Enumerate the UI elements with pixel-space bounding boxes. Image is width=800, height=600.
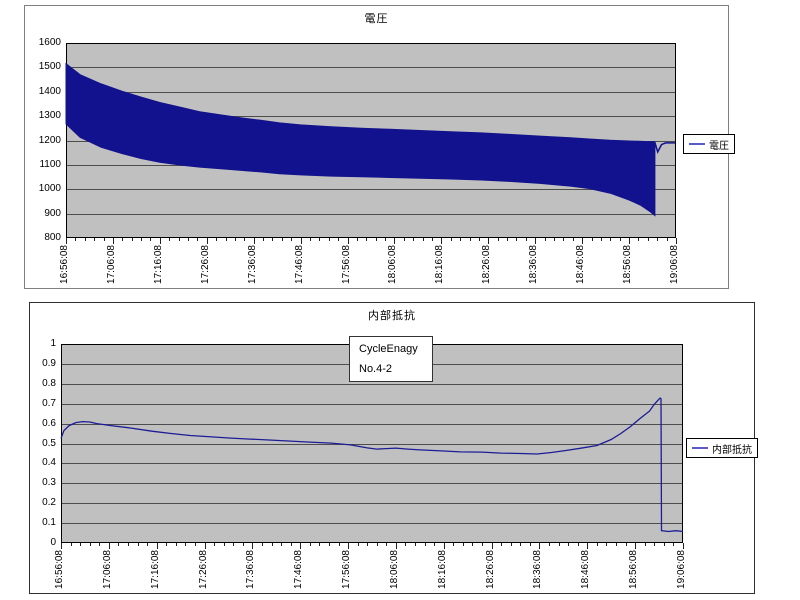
internal-resistance-chart: 内部抵抗 CycleEnagy No.4-2 内部抵抗 1 0.9 0.8 0.7 0.… bbox=[29, 302, 758, 594]
x-tick-label: 19:06:08 bbox=[669, 245, 680, 284]
x-tick-label: 18:56:08 bbox=[622, 245, 634, 284]
x-tick-label: 17:36:08 bbox=[246, 245, 258, 284]
legend: 電圧 bbox=[683, 134, 735, 154]
y-tick-label: 1600 bbox=[38, 37, 61, 48]
x-tick-label: 16:56:08 bbox=[54, 550, 65, 589]
x-tick-label: 18:36:08 bbox=[532, 550, 544, 589]
y-tick-label: 800 bbox=[44, 232, 61, 243]
x-tick-label: 18:46:08 bbox=[580, 550, 592, 589]
legend-line-icon bbox=[689, 143, 705, 145]
legend-label: 電圧 bbox=[709, 140, 729, 152]
y-tick-label: 1500 bbox=[38, 61, 61, 73]
x-tick-label: 17:16:08 bbox=[149, 550, 161, 589]
y-tick-label: 0.2 bbox=[42, 497, 56, 509]
y-tick-label: 1400 bbox=[38, 85, 61, 97]
annotation-line-1: CycleEnagy bbox=[359, 343, 418, 355]
y-tick-label: 0.1 bbox=[42, 517, 56, 529]
y-tick-label: 900 bbox=[44, 207, 61, 219]
x-tick-label: 17:46:08 bbox=[293, 245, 305, 284]
y-tick-label: 1 bbox=[50, 338, 56, 349]
x-tick-label: 17:26:08 bbox=[199, 245, 211, 284]
voltage-plot-svg bbox=[65, 43, 677, 244]
x-tick-label: 18:16:08 bbox=[436, 550, 448, 589]
y-tick-label: 1100 bbox=[39, 158, 61, 170]
plot-area bbox=[65, 43, 677, 244]
x-tick-label: 18:26:08 bbox=[481, 245, 493, 284]
x-tick-label: 18:46:08 bbox=[575, 245, 587, 284]
x-tick-label: 18:16:08 bbox=[434, 245, 446, 284]
x-tick-label: 17:56:08 bbox=[340, 245, 352, 284]
x-tick-label: 17:36:08 bbox=[245, 550, 257, 589]
y-tick-label: 0.8 bbox=[42, 377, 56, 389]
legend-line-icon bbox=[692, 447, 708, 449]
x-tick-label: 16:56:08 bbox=[59, 245, 70, 284]
x-tick-label: 18:06:08 bbox=[387, 245, 399, 284]
x-tick-label: 18:56:08 bbox=[628, 550, 640, 589]
x-tick-label: 17:26:08 bbox=[197, 550, 209, 589]
x-tick-label: 18:26:08 bbox=[484, 550, 496, 589]
y-tick-label: 0.6 bbox=[42, 417, 56, 429]
chart-title: 電圧 bbox=[364, 13, 389, 25]
y-tick-label: 0 bbox=[50, 537, 56, 548]
x-tick-label: 17:46:08 bbox=[293, 550, 305, 589]
y-tick-label: 0.4 bbox=[42, 457, 56, 469]
y-tick-label: 0.9 bbox=[42, 357, 56, 369]
x-tick-label: 17:16:08 bbox=[152, 245, 164, 284]
annotation-line-2: No.4-2 bbox=[359, 363, 393, 375]
legend: 内部抵抗 bbox=[686, 438, 758, 458]
chart-title: 内部抵抗 bbox=[368, 310, 416, 322]
y-tick-label: 1200 bbox=[38, 134, 61, 146]
y-tick-label: 0.5 bbox=[42, 437, 56, 449]
y-tick-label: 0.7 bbox=[42, 397, 56, 409]
annotation-box: CycleEnagy No.4-2 bbox=[349, 336, 433, 382]
x-tick-label: 17:06:08 bbox=[101, 550, 113, 589]
legend-label: 内部抵抗 bbox=[712, 444, 752, 456]
y-tick-label: 1300 bbox=[38, 110, 61, 122]
x-tick-label: 19:06:08 bbox=[676, 550, 687, 589]
y-tick-label: 0.3 bbox=[42, 477, 56, 489]
y-tick-label: 1000 bbox=[38, 183, 61, 195]
x-tick-label: 18:06:08 bbox=[388, 550, 400, 589]
x-tick-label: 17:56:08 bbox=[341, 550, 353, 589]
voltage-chart: 電圧 電圧 1600 1500 1400 1300 1200 1100 1000 900 800… bbox=[24, 5, 735, 289]
x-tick-label: 17:06:08 bbox=[105, 245, 117, 284]
x-tick-label: 18:36:08 bbox=[528, 245, 540, 284]
